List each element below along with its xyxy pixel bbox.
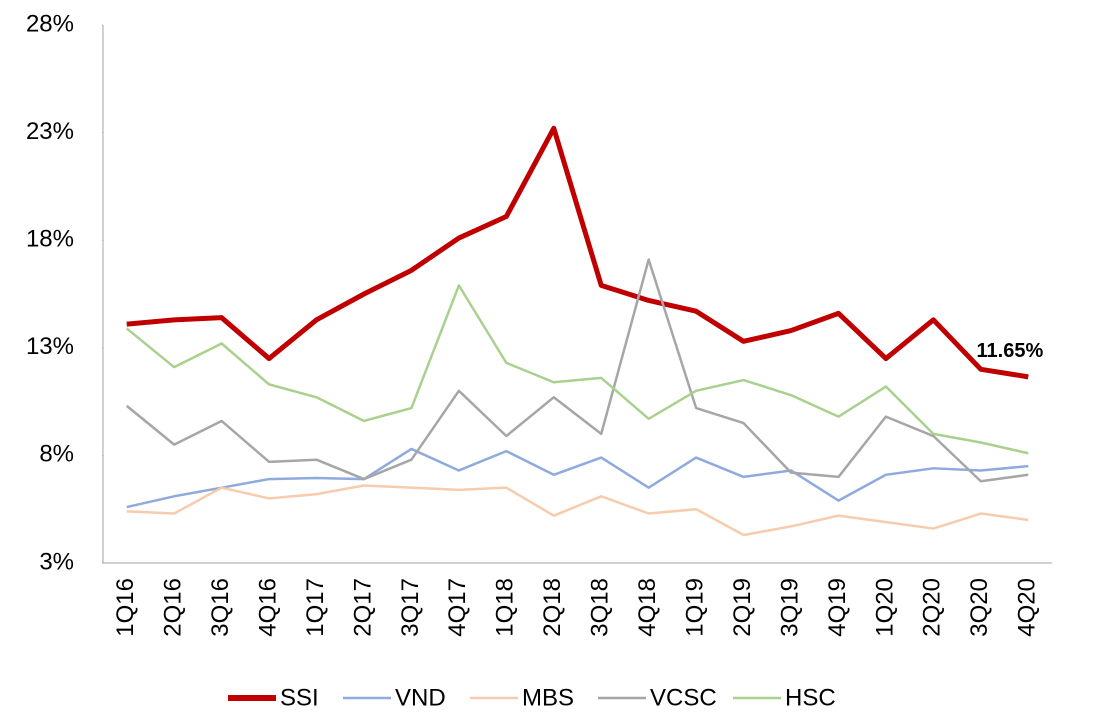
series-line: [126, 447, 1029, 509]
x-tick-label: 3Q20: [966, 578, 993, 637]
y-tick-label: 3%: [39, 548, 74, 575]
x-tick-label: 1Q19: [681, 578, 708, 637]
y-tick-label: 18%: [26, 226, 74, 253]
x-tick-label: 1Q18: [492, 578, 519, 637]
x-tick-label: 2Q19: [729, 578, 756, 637]
x-tick-label: 2Q18: [539, 578, 566, 637]
x-tick-label: 1Q16: [112, 578, 139, 637]
legend-label: VND: [395, 684, 446, 711]
series-line: [126, 484, 1029, 537]
series-line: [126, 125, 1029, 380]
data-label: 11.65%: [977, 340, 1044, 362]
legend-label: MBS: [522, 684, 574, 711]
series-line: [125, 258, 1029, 483]
legend-label: SSI: [280, 684, 319, 711]
x-tick-label: 3Q17: [397, 578, 424, 637]
x-tick-label: 4Q19: [824, 578, 851, 637]
x-tick-label: 3Q16: [207, 578, 234, 637]
x-tick-label: 4Q16: [254, 578, 281, 637]
x-tick-label: 2Q16: [160, 578, 187, 637]
x-tick-label: 4Q20: [1014, 578, 1041, 637]
x-tick-label: 4Q17: [444, 578, 471, 637]
x-tick-label: 4Q18: [634, 578, 661, 637]
x-tick-label: 2Q17: [349, 578, 376, 637]
y-tick-label: 23%: [26, 118, 74, 145]
y-tick-label: 8%: [39, 441, 74, 468]
x-tick-label: 1Q17: [302, 578, 329, 637]
y-tick-label: 28%: [26, 10, 74, 37]
legend-label: VCSC: [650, 684, 717, 711]
x-tick-label: 3Q19: [776, 578, 803, 637]
x-tick-label: 2Q20: [919, 578, 946, 637]
y-tick-label: 13%: [26, 333, 74, 360]
x-tick-label: 1Q20: [871, 578, 898, 637]
series-line: [125, 284, 1029, 455]
x-tick-label: 3Q18: [587, 578, 614, 637]
legend-label: HSC: [785, 684, 836, 711]
